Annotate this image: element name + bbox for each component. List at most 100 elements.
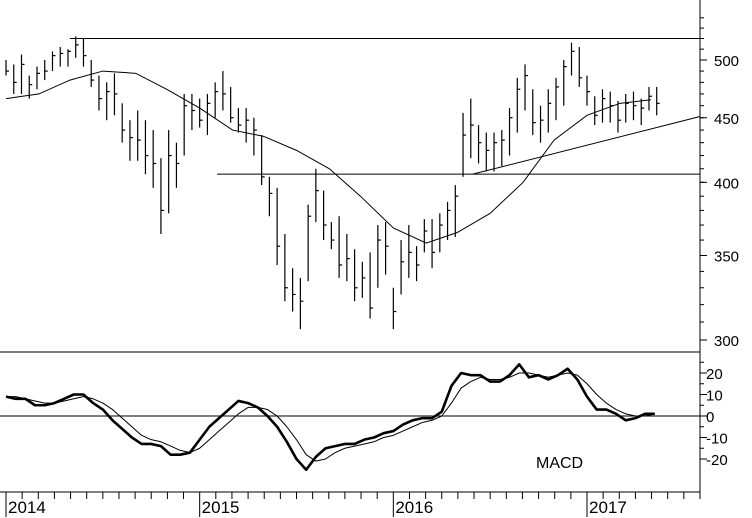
price-bar <box>377 225 381 288</box>
price-bar <box>462 112 467 177</box>
price-bar <box>113 73 118 116</box>
price-bar <box>384 222 389 275</box>
price-bar <box>516 77 521 133</box>
price-bar <box>129 120 133 161</box>
price-bar <box>106 82 110 121</box>
price-bar <box>632 91 637 121</box>
price-bar <box>617 100 621 133</box>
price-bar <box>268 176 273 217</box>
price-bar <box>485 132 490 172</box>
price-bar <box>493 132 498 172</box>
price-bar <box>400 240 405 295</box>
price-bar <box>369 252 374 319</box>
price-bar <box>640 98 645 126</box>
price-bar <box>175 142 180 188</box>
price-bar <box>245 108 250 143</box>
price-bar <box>299 277 304 330</box>
price-bar <box>44 60 48 81</box>
price-bar <box>75 36 79 58</box>
price-bar <box>354 249 358 302</box>
macd-y-tick-label: 0 <box>706 409 714 426</box>
macd-panel <box>0 363 700 472</box>
price-bar <box>408 225 412 278</box>
price-bar <box>137 110 141 161</box>
price-bar <box>36 66 40 90</box>
x-tick-label: 2016 <box>395 498 433 517</box>
price-bar <box>570 42 575 76</box>
price-bar <box>594 96 598 126</box>
price-bar <box>315 168 319 223</box>
price-bar <box>199 98 203 128</box>
price-bar <box>307 204 312 282</box>
price-bar <box>470 98 474 159</box>
macd-y-tick-label: -20 <box>706 452 728 469</box>
price-bar <box>67 49 71 67</box>
price-bar <box>547 89 552 133</box>
price-bar <box>656 86 660 116</box>
price-bar <box>330 222 335 250</box>
price-y-tick-label: 500 <box>714 53 739 70</box>
price-bar <box>82 38 87 67</box>
price-bar <box>191 93 195 131</box>
price-bar <box>563 60 567 106</box>
price-bar <box>555 77 560 121</box>
price-bar <box>90 60 95 87</box>
price-bar <box>648 86 652 111</box>
price-bar <box>454 185 459 238</box>
x-tick-label: 2017 <box>589 498 627 517</box>
price-panel <box>5 36 701 330</box>
price-bar <box>206 93 211 136</box>
trendline <box>472 116 701 175</box>
price-bar <box>144 120 149 175</box>
price-bar <box>532 89 536 136</box>
price-bar <box>152 130 157 188</box>
price-bar <box>168 130 172 214</box>
price-bar <box>439 213 443 253</box>
moving-average-line <box>5 70 651 244</box>
price-bar <box>423 219 428 253</box>
price-bar <box>323 190 327 241</box>
price-bar <box>539 105 544 143</box>
price-bar <box>28 75 33 99</box>
price-bar <box>160 158 164 235</box>
macd-signal-line <box>6 372 655 462</box>
price-bar <box>261 135 265 186</box>
price-bar <box>578 47 583 87</box>
price-bar <box>51 51 56 72</box>
price-bar <box>609 91 614 123</box>
macd-title: MACD <box>536 455 583 472</box>
x-tick-label: 2015 <box>202 498 240 517</box>
price-bar <box>346 234 350 282</box>
price-bar <box>601 89 606 123</box>
price-bar <box>5 60 9 76</box>
price-bar <box>392 287 397 330</box>
price-bar <box>415 246 420 282</box>
price-bar <box>586 75 590 106</box>
price-bar <box>292 268 296 312</box>
price-y-tick-label: 350 <box>714 249 739 266</box>
price-bar <box>508 108 513 156</box>
price-y-tick-label: 400 <box>714 175 739 192</box>
x-tick-label: 2014 <box>8 498 46 517</box>
macd-y-tick-label: 20 <box>706 366 723 383</box>
price-bar <box>501 130 505 167</box>
price-bar <box>625 93 629 123</box>
price-bar <box>237 108 242 133</box>
macd-line <box>5 363 655 472</box>
price-bar <box>431 219 436 269</box>
price-bar <box>361 261 366 298</box>
price-bar <box>477 125 482 164</box>
price-bar <box>98 75 102 111</box>
price-y-tick-label: 300 <box>714 333 739 350</box>
price-bar <box>338 216 343 278</box>
price-bar <box>446 201 451 241</box>
price-bar <box>13 64 17 94</box>
price-y-tick-label: 450 <box>714 111 739 128</box>
macd-y-tick-label: 10 <box>706 388 723 405</box>
price-bar <box>222 71 226 111</box>
price-bar <box>524 64 529 111</box>
price-bar <box>59 47 64 67</box>
macd-y-tick-label: -10 <box>706 431 728 448</box>
